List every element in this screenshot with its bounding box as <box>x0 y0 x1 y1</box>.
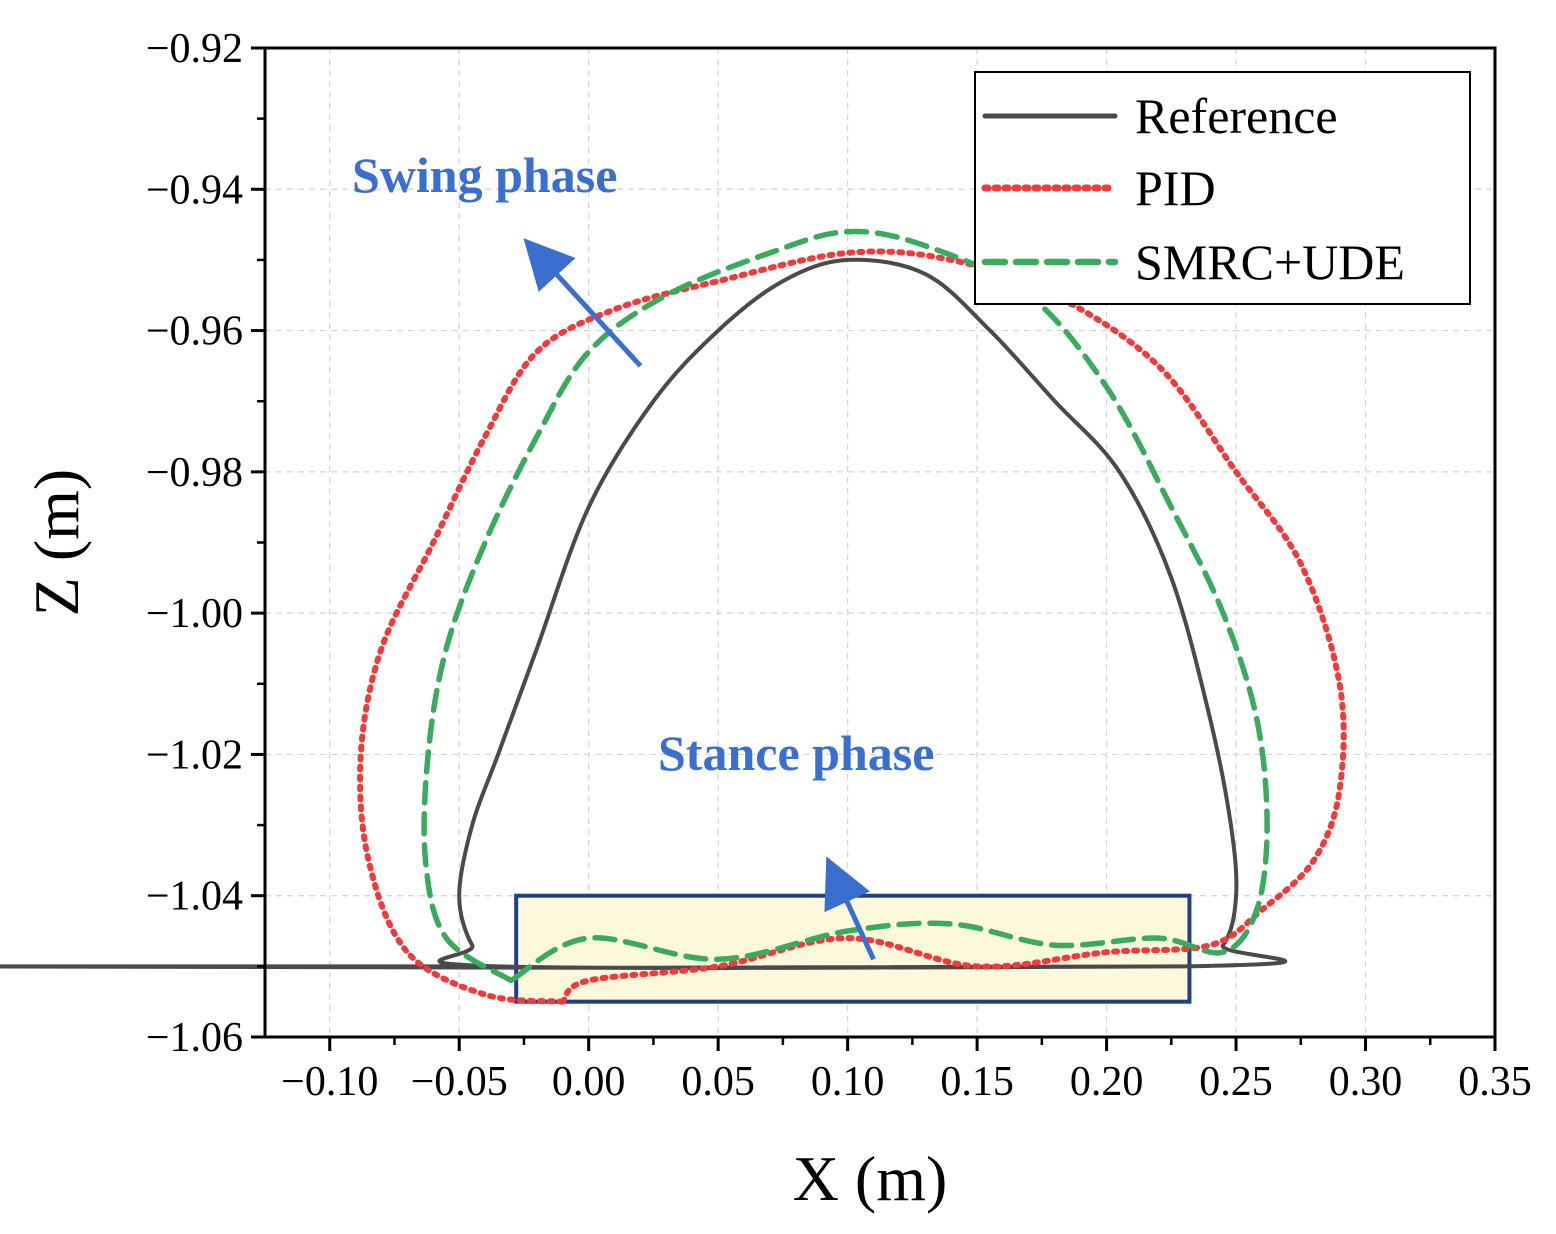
y-tick-label: −1.06 <box>146 1015 243 1061</box>
y-tick-label: −0.94 <box>146 167 243 213</box>
legend: Reference PID SMRC+UDE <box>974 71 1471 305</box>
x-tick-label: 0.30 <box>1329 1059 1403 1105</box>
y-tick-label: −0.92 <box>146 26 243 72</box>
x-axis-title: X (m) <box>793 1143 948 1214</box>
series-smrc-ude <box>421 228 1270 984</box>
y-tick-label: −1.04 <box>146 874 243 920</box>
legend-label-reference: Reference <box>1135 88 1338 144</box>
y-tick-label: −1.00 <box>146 591 243 637</box>
stance-phase-label: Stance phase <box>658 725 934 781</box>
annotation-arrow <box>523 238 643 368</box>
x-tick-label: 0.00 <box>552 1059 626 1105</box>
legend-label-pid: PID <box>1135 160 1216 216</box>
x-tick-label: 0.05 <box>681 1059 755 1105</box>
annotation-arrow <box>824 856 876 961</box>
swing-phase-label: Swing phase <box>352 147 617 203</box>
axes: −0.10 −0.05 0.00 0.05 0.10 0.15 0.20 0.25 0.30 0.… <box>146 26 1532 1105</box>
series-group <box>0 228 1347 1005</box>
legend-label-smrc-ude: SMRC+UDE <box>1135 234 1405 290</box>
x-tick-label: 0.20 <box>1070 1059 1144 1105</box>
series-pid <box>357 248 1347 1005</box>
x-tick-label: 0.10 <box>811 1059 885 1105</box>
y-axis-title: Z (m) <box>21 469 92 617</box>
y-tick-label: −0.96 <box>146 309 243 355</box>
x-tick-label: −0.10 <box>281 1059 378 1105</box>
x-tick-label: 0.25 <box>1199 1059 1273 1105</box>
series-reference <box>0 257 1288 970</box>
x-tick-label: 0.35 <box>1458 1059 1532 1105</box>
y-tick-label: −0.98 <box>146 450 243 496</box>
annotations: Swing phase Stance phase <box>352 147 934 961</box>
x-tick-label: 0.15 <box>940 1059 1014 1105</box>
x-tick-label: −0.05 <box>411 1059 508 1105</box>
y-tick-label: −1.02 <box>146 732 243 778</box>
